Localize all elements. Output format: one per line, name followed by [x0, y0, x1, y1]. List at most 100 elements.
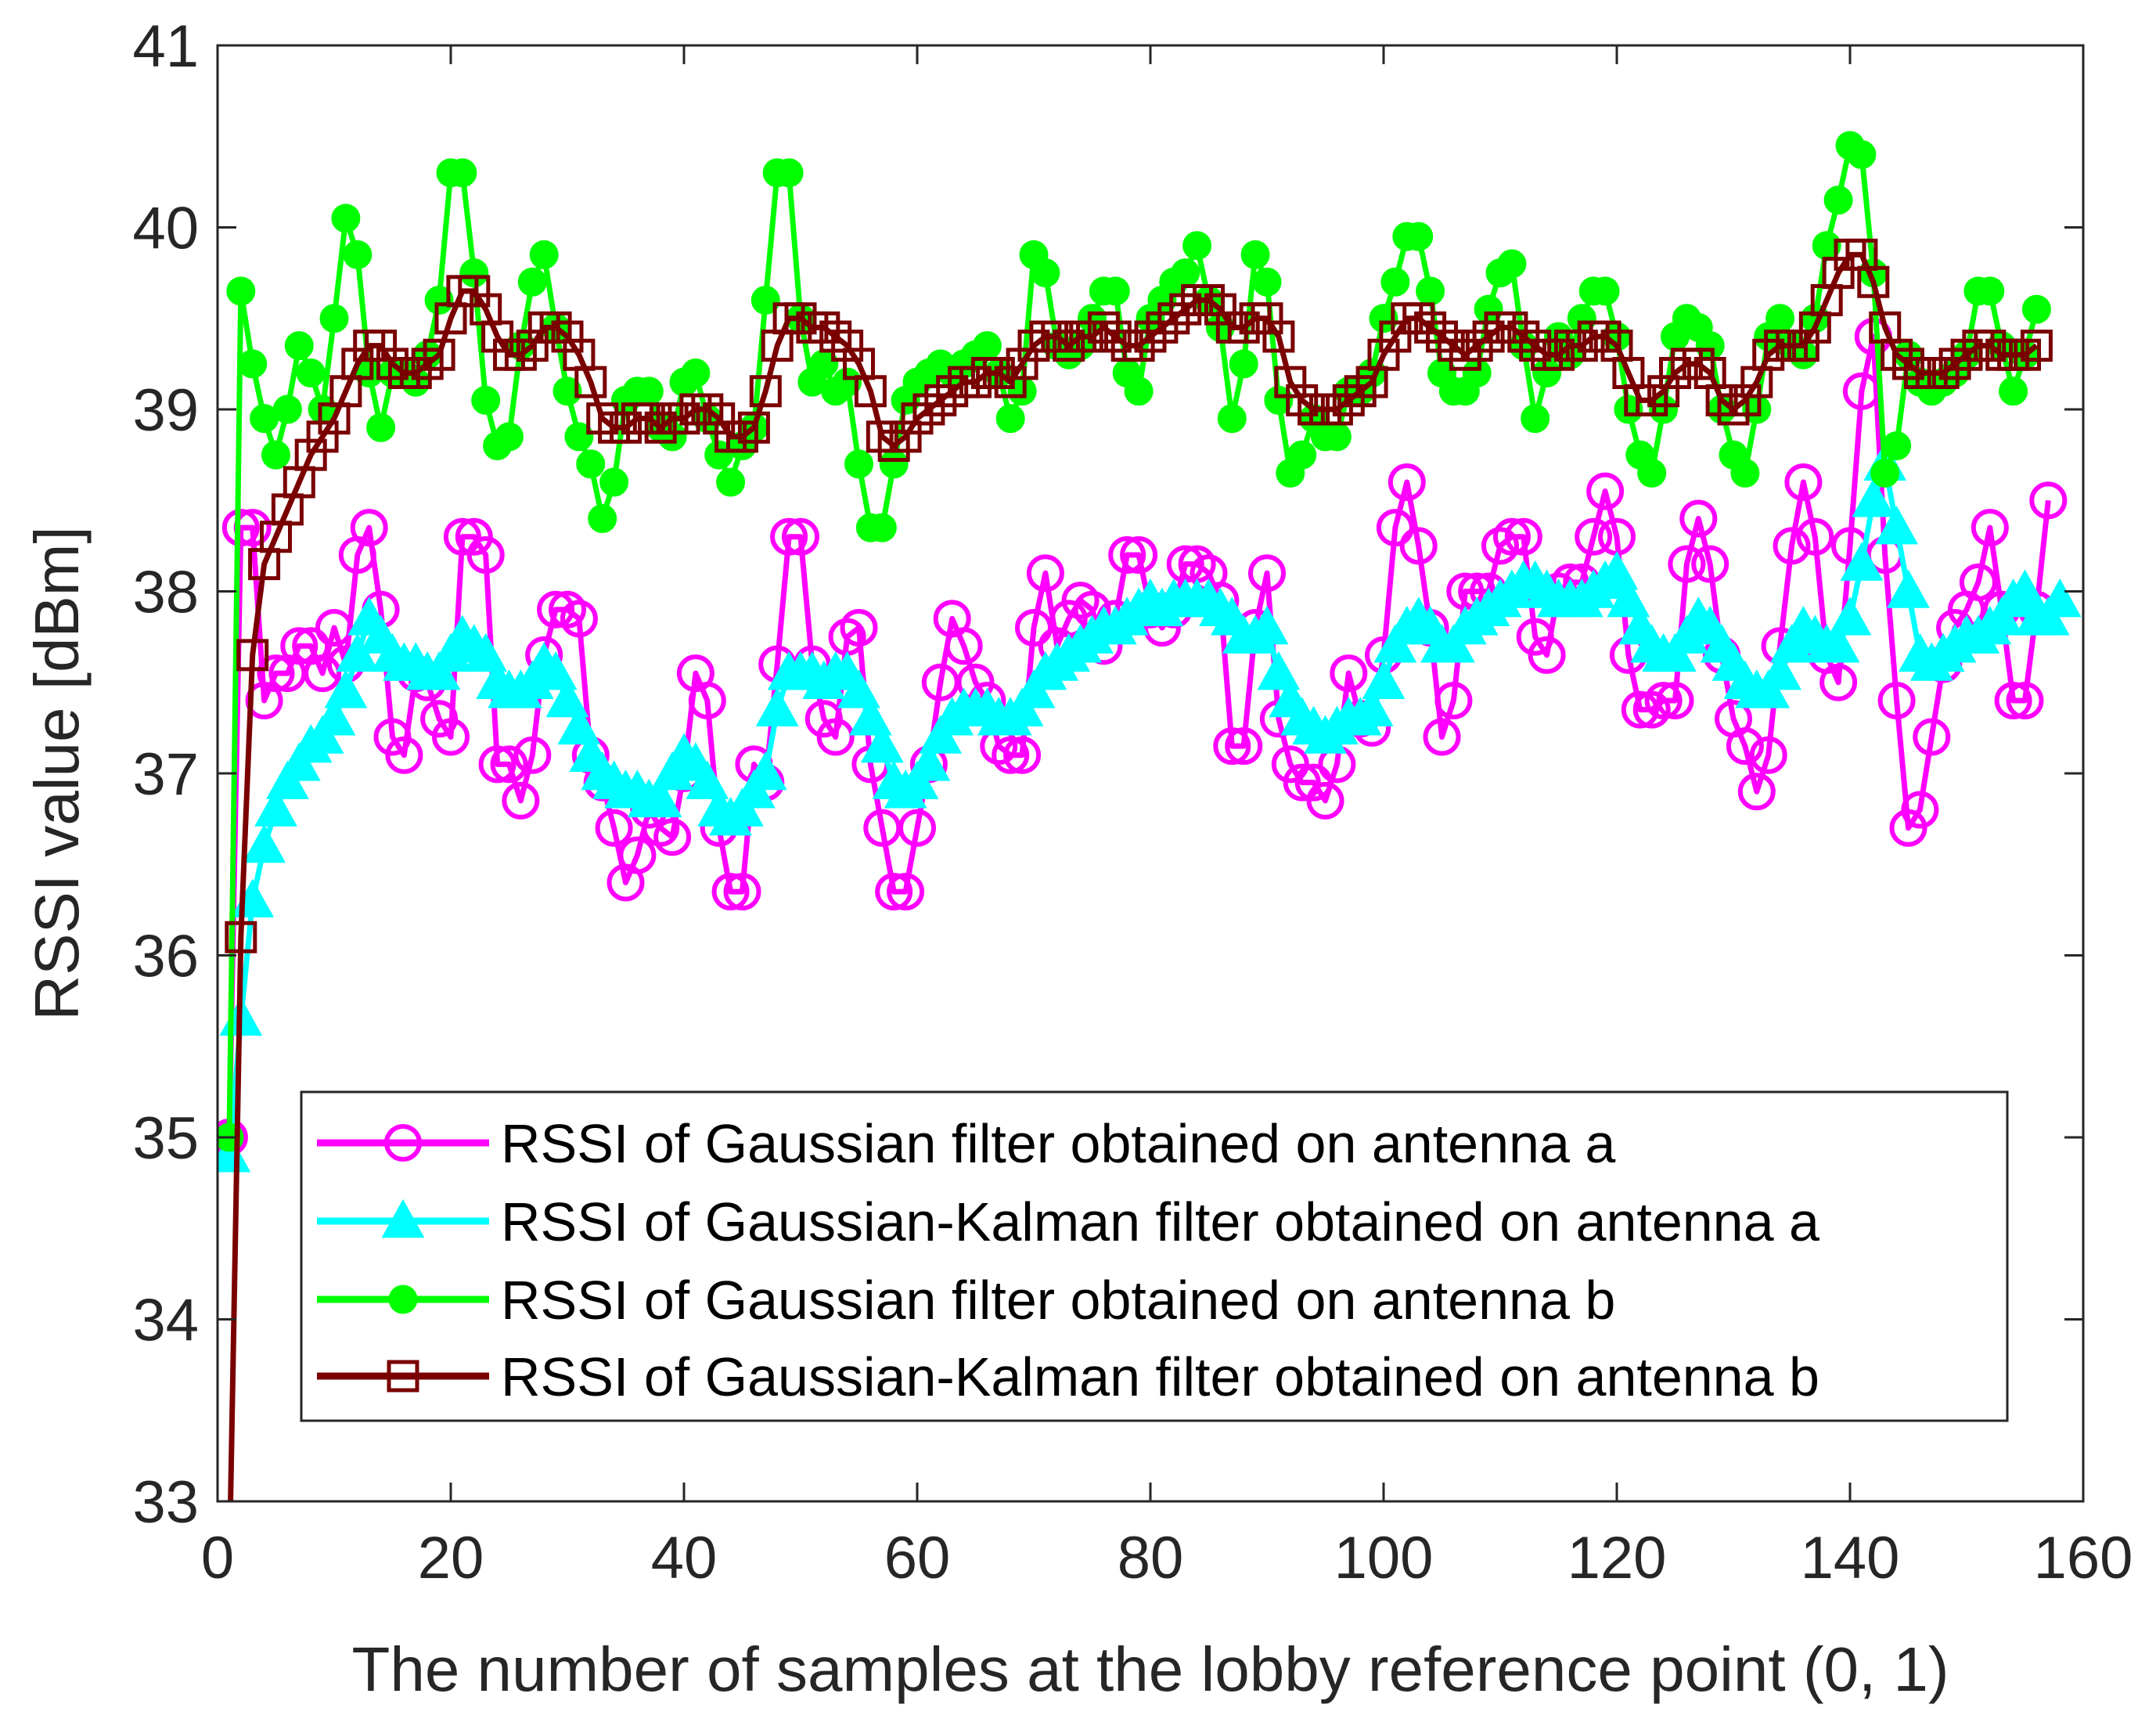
data-point — [504, 338, 537, 371]
data-point — [1213, 727, 1251, 766]
data-point — [296, 359, 326, 387]
data-point — [1286, 384, 1319, 416]
data-point — [464, 632, 508, 672]
y-tick-label: 35 — [132, 1105, 199, 1172]
data-point — [1519, 330, 1552, 362]
data-point — [1481, 527, 1519, 565]
data-point — [495, 422, 524, 452]
data-point — [1870, 458, 1900, 488]
data-point — [1146, 311, 1179, 344]
data-point — [1773, 527, 1811, 565]
data-point — [551, 320, 584, 353]
y-tick-label: 41 — [132, 13, 199, 80]
data-point — [1251, 302, 1283, 335]
data-point — [632, 402, 665, 435]
data-point — [982, 357, 1015, 389]
data-point — [385, 736, 423, 774]
x-tick-label: 80 — [1118, 1525, 1184, 1591]
x-tick-label: 100 — [1334, 1525, 1434, 1591]
data-point — [1283, 763, 1321, 802]
axis-ticks: 0 20 40 60 80 100 120 140 160 33 34 35 36 37 38 39 40 41 — [132, 13, 2133, 1591]
data-point — [831, 330, 864, 362]
data-point — [529, 240, 559, 269]
data-point — [366, 413, 396, 442]
y-tick-label: 33 — [132, 1469, 199, 1536]
data-point — [1749, 736, 1787, 774]
data-point — [1204, 293, 1236, 326]
data-point — [875, 873, 913, 911]
data-point — [1497, 249, 1527, 279]
data-point — [1565, 330, 1598, 362]
data-point — [2020, 330, 2053, 362]
data-point — [860, 724, 904, 763]
data-point — [1245, 605, 1289, 645]
data-point — [743, 751, 787, 791]
legend-box — [300, 1090, 2009, 1422]
data-point — [784, 302, 817, 335]
data-point — [1758, 651, 1801, 690]
data-point — [1423, 718, 1461, 756]
data-point — [319, 304, 349, 333]
data-point — [1959, 563, 1997, 601]
data-point — [564, 422, 594, 452]
data-point — [1636, 384, 1668, 416]
data-point — [691, 393, 724, 426]
data-point — [898, 809, 936, 847]
data-point — [1668, 545, 1706, 583]
data-point — [618, 836, 657, 874]
data-point — [1017, 330, 1050, 362]
data-point — [1388, 463, 1426, 501]
data-point — [294, 438, 327, 471]
data-point — [686, 760, 729, 799]
data-point — [1528, 636, 1566, 674]
data-point — [1122, 330, 1155, 362]
data-point — [236, 639, 269, 672]
data-point — [1492, 517, 1531, 556]
y-tick-label: 34 — [132, 1288, 199, 1354]
data-point — [1320, 393, 1353, 426]
y-tick-label: 36 — [132, 924, 199, 990]
x-tick-label: 40 — [651, 1525, 718, 1591]
data-point — [1521, 404, 1550, 434]
data-point — [1362, 660, 1406, 699]
data-point — [272, 395, 302, 424]
data-point — [517, 267, 547, 297]
data-point — [782, 517, 819, 556]
data-point — [774, 158, 804, 188]
data-point — [1496, 311, 1528, 344]
data-point — [1682, 348, 1715, 380]
data-point — [1877, 682, 1916, 719]
data-point — [1229, 349, 1258, 379]
data-point — [549, 590, 586, 629]
data-point — [972, 331, 1002, 361]
data-point — [1274, 366, 1307, 398]
data-point — [331, 204, 361, 233]
data-point — [816, 718, 855, 756]
data-point — [1306, 781, 1344, 820]
data-point — [849, 697, 892, 736]
data-point — [1730, 458, 1760, 488]
data-point — [1171, 258, 1200, 288]
data-point — [887, 873, 925, 911]
data-point — [1257, 651, 1301, 690]
data-point — [854, 375, 887, 408]
data-point — [1264, 385, 1294, 415]
y-tick-label: 38 — [132, 560, 199, 626]
data-point — [1322, 422, 1352, 452]
data-point — [1532, 359, 1562, 387]
data-point — [1434, 682, 1473, 719]
data-point — [634, 377, 664, 406]
data-point — [844, 449, 873, 479]
data-point — [1575, 517, 1613, 556]
data-point — [2003, 569, 2046, 608]
data-point — [1369, 304, 1398, 333]
data-point — [1901, 791, 1939, 829]
legend-entry-1: RSSI of Gaussian filter obtained on ante… — [317, 1113, 1615, 1174]
legend-entry-4: RSSI of Gaussian-Kalman filter obtained … — [317, 1346, 1819, 1407]
data-point — [2038, 578, 2082, 618]
data-point — [502, 781, 540, 820]
data-point — [1542, 338, 1575, 371]
data-point — [1015, 609, 1053, 647]
data-point — [1913, 718, 1951, 756]
